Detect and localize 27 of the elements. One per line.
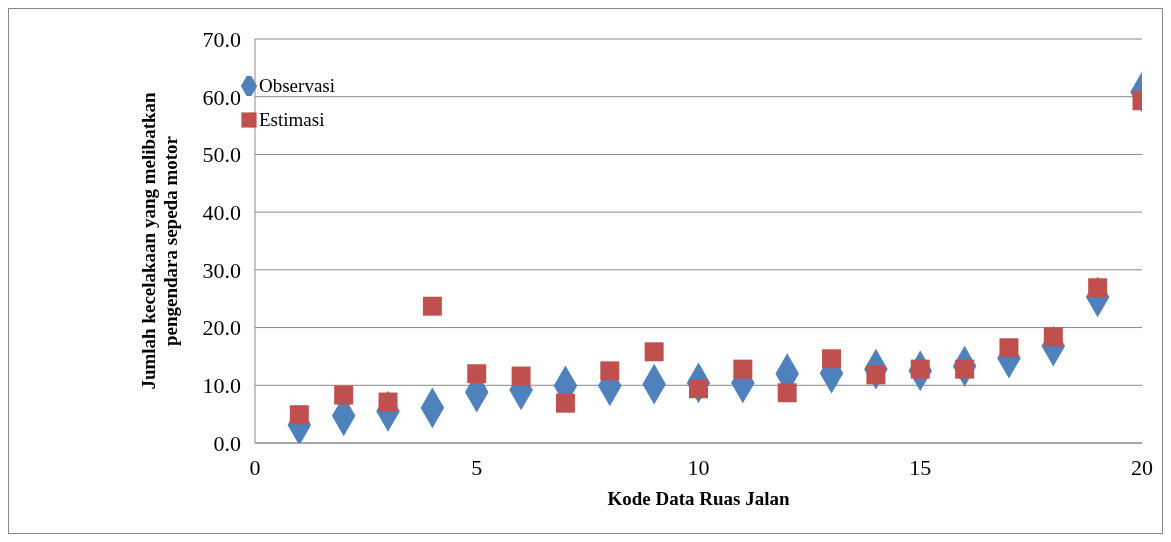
point	[555, 393, 575, 413]
x-tick-label: 5	[471, 454, 483, 480]
y-tick-label: 30.0	[202, 257, 241, 283]
x-tick-label: 20	[1131, 454, 1153, 480]
x-tick-label: 15	[909, 454, 932, 480]
point	[733, 359, 753, 379]
point	[511, 366, 531, 386]
legend-label: Observasi	[259, 74, 335, 98]
y-tick-label: 40.0	[202, 199, 241, 225]
point	[422, 296, 442, 316]
x-axis-title: Kode Data Ruas Jalan	[607, 488, 790, 509]
point	[822, 349, 842, 369]
point	[777, 383, 797, 403]
y-axis-title: Jumlah kecelakaan yang melibatkan pengendara sepeda motor	[137, 91, 181, 390]
point	[334, 385, 354, 405]
legend-label: Estimasi	[259, 108, 325, 132]
y-tick-label: 20.0	[202, 315, 241, 341]
y-tick-label: 10.0	[202, 373, 241, 399]
y-tick-label: 50.0	[202, 142, 241, 168]
point	[644, 342, 664, 362]
y-tick-label: 70.0	[202, 26, 241, 52]
point	[467, 364, 487, 384]
y-tick-label: 0.0	[213, 430, 241, 456]
x-tick-label: 10	[687, 454, 710, 480]
y-tick-label: 60.0	[202, 84, 241, 110]
point	[600, 361, 620, 381]
x-tick-label: 0	[249, 454, 261, 480]
